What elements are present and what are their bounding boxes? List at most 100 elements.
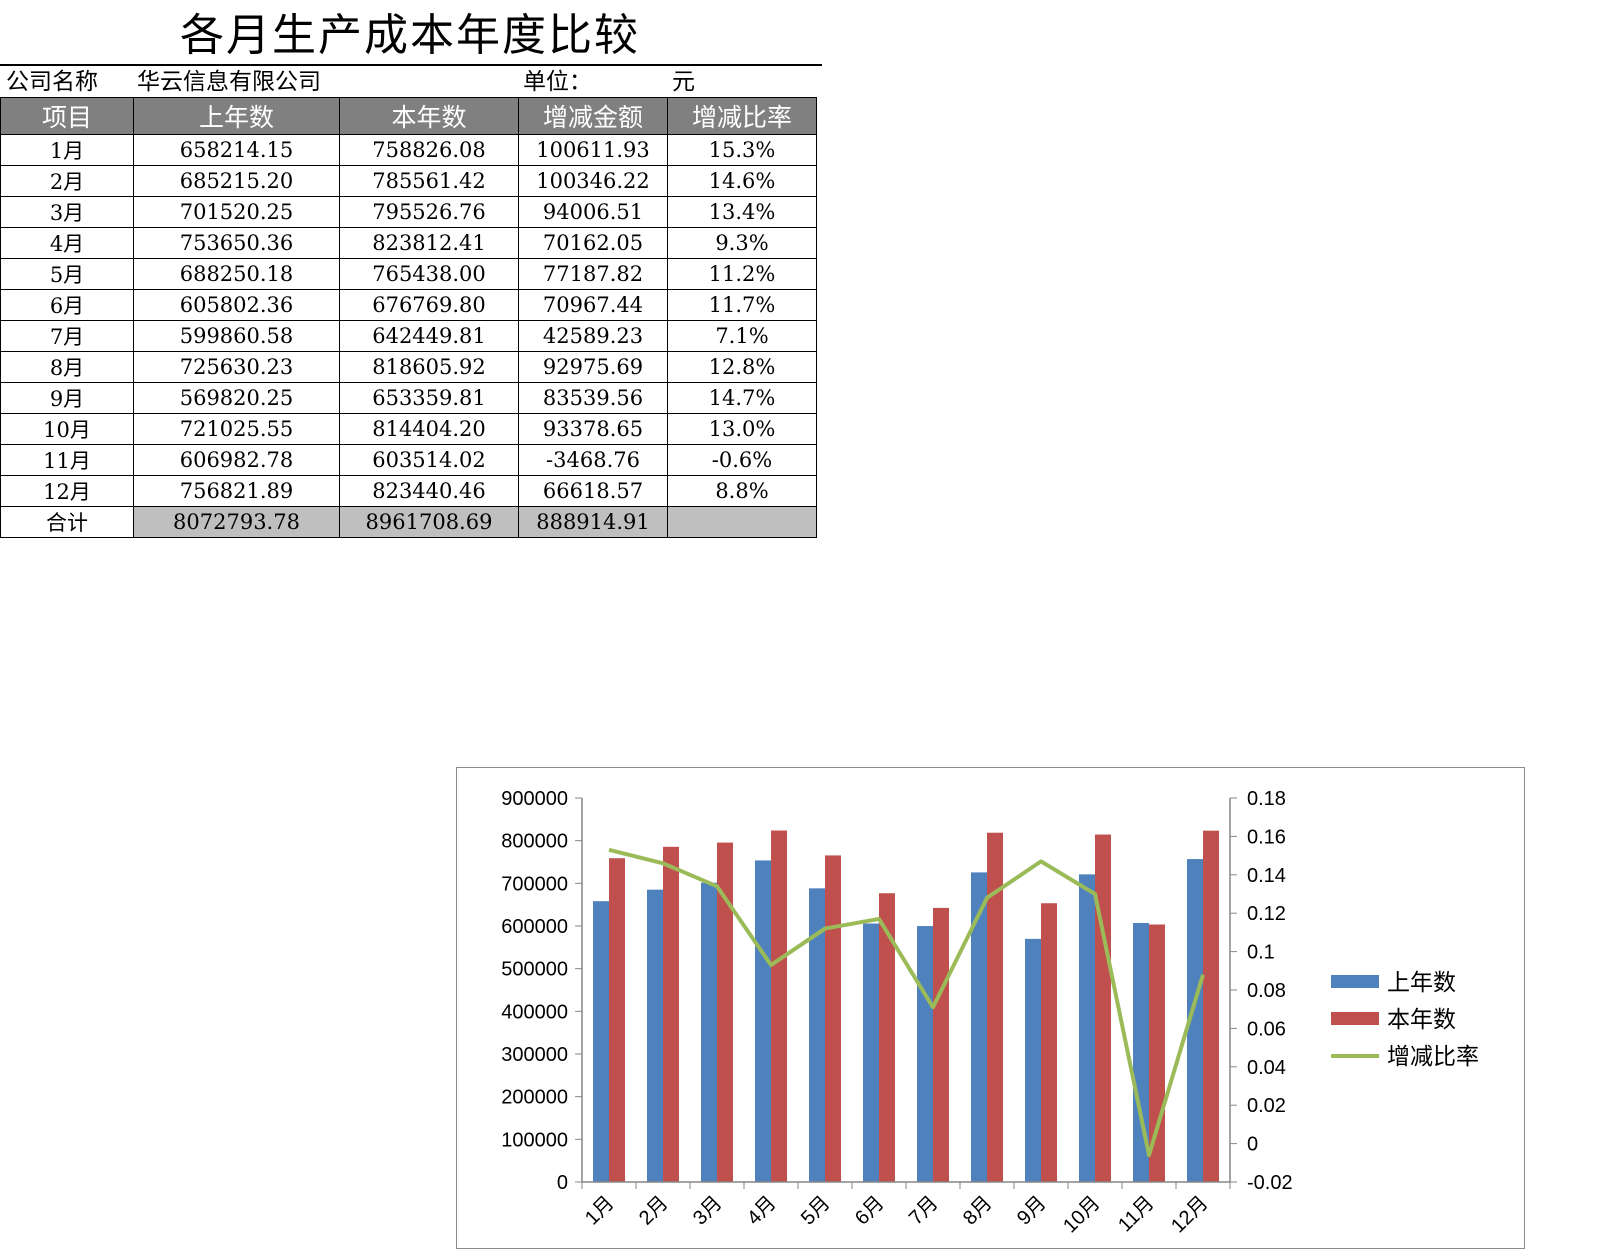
bar-this-year (609, 858, 625, 1182)
table-row: 8月 725630.23 818605.92 92975.69 12.8% (0, 351, 817, 383)
bar-last-year (755, 860, 771, 1182)
row-last-year-cell: 599860.58 (133, 320, 340, 352)
row-month-cell: 10月 (0, 413, 134, 445)
row-last-year-cell: 725630.23 (133, 351, 340, 383)
x-axis-label: 9月 (1013, 1192, 1051, 1230)
row-change-rate-cell: -0.6% (667, 444, 817, 476)
row-change-rate-cell: 11.2% (667, 258, 817, 290)
row-last-year-cell: 688250.18 (133, 258, 340, 290)
bar-last-year (809, 888, 825, 1182)
bar-last-year (917, 926, 933, 1182)
row-change-rate-cell: 7.1% (667, 320, 817, 352)
row-change-rate-cell: 12.8% (667, 351, 817, 383)
table-row: 4月 753650.36 823812.41 70162.05 9.3% (0, 227, 817, 259)
row-change-amount-cell: 42589.23 (518, 320, 668, 352)
row-last-year-cell: 753650.36 (133, 227, 340, 259)
chart-canvas: 0 100000 200000 300000 400000 500000 600000 700… (501, 788, 1479, 1237)
row-last-year-cell: 605802.36 (133, 289, 340, 321)
row-month-cell: 2月 (0, 165, 134, 197)
row-month-cell: 1月 (0, 134, 134, 166)
right-axis-label: 0.16 (1247, 826, 1286, 848)
left-axis-label: 900000 (501, 788, 568, 810)
row-this-year-cell: 795526.76 (339, 196, 519, 228)
right-axis-label: 0.04 (1247, 1057, 1286, 1079)
legend-label: 本年数 (1387, 1007, 1456, 1033)
row-change-rate-cell: 13.4% (667, 196, 817, 228)
table-row: 11月 606982.78 603514.02 -3468.76 -0.6% (0, 444, 817, 476)
x-axis-label: 10月 (1059, 1192, 1104, 1237)
table-row: 6月 605802.36 676769.80 70967.44 11.7% (0, 289, 817, 321)
row-month-cell: 8月 (0, 351, 134, 383)
row-this-year-cell: 676769.80 (339, 289, 519, 321)
row-last-year-cell: 721025.55 (133, 413, 340, 445)
row-month-cell: 4月 (0, 227, 134, 259)
header-this-year: 本年数 (339, 97, 519, 135)
company-name: 华云信息有限公司 (137, 69, 321, 95)
x-axis-label: 8月 (959, 1192, 997, 1230)
row-this-year-cell: 758826.08 (339, 134, 519, 166)
row-month-cell: 7月 (0, 320, 134, 352)
total-label: 合计 (0, 506, 134, 538)
combo-chart: 0 100000 200000 300000 400000 500000 600000 700… (456, 767, 1525, 1249)
row-month-cell: 11月 (0, 444, 134, 476)
total-last-year: 8072793.78 (133, 506, 340, 538)
right-axis-label: 0.1 (1247, 942, 1275, 964)
row-last-year-cell: 685215.20 (133, 165, 340, 197)
row-this-year-cell: 823440.46 (339, 475, 519, 507)
row-this-year-cell: 823812.41 (339, 227, 519, 259)
table-row: 10月 721025.55 814404.20 93378.65 13.0% (0, 413, 817, 445)
legend-swatch (1331, 1012, 1379, 1025)
bar-this-year (1041, 903, 1057, 1182)
rate-line (608, 847, 1205, 1158)
right-axis-label: -0.02 (1247, 1172, 1293, 1194)
cost-comparison-table: 项目 上年数 本年数 增减金额 增减比率 1月 658214.15 758826.0… (0, 97, 817, 538)
table-row: 1月 658214.15 758826.08 100611.93 15.3% (0, 134, 817, 166)
row-month-cell: 5月 (0, 258, 134, 290)
table-header-row: 项目 上年数 本年数 增减金额 增减比率 (0, 97, 817, 135)
header-change-amount: 增减金额 (518, 97, 668, 135)
left-axis-label: 200000 (501, 1087, 568, 1109)
row-month-cell: 6月 (0, 289, 134, 321)
left-axis-label: 300000 (501, 1044, 568, 1066)
bar-last-year (701, 882, 717, 1182)
bar-last-year (647, 889, 663, 1182)
bar-last-year (1187, 859, 1203, 1182)
legend-label: 上年数 (1387, 970, 1456, 996)
total-change-amount: 888914.91 (518, 506, 668, 538)
bar-this-year (663, 846, 679, 1182)
bar-this-year (987, 832, 1003, 1182)
row-month-cell: 9月 (0, 382, 134, 414)
right-axis-label: 0.18 (1247, 788, 1286, 810)
row-change-amount-cell: 83539.56 (518, 382, 668, 414)
row-this-year-cell: 785561.42 (339, 165, 519, 197)
bar-this-year (771, 830, 787, 1182)
table-row: 7月 599860.58 642449.81 42589.23 7.1% (0, 320, 817, 352)
company-label: 公司名称 (6, 69, 98, 95)
row-change-amount-cell: 77187.82 (518, 258, 668, 290)
total-change-rate (667, 506, 817, 538)
row-change-rate-cell: 9.3% (667, 227, 817, 259)
sheet-title: 各月生产成本年度比较 (180, 10, 640, 61)
bar-last-year (593, 901, 609, 1182)
row-change-rate-cell: 15.3% (667, 134, 817, 166)
x-axis-label: 2月 (635, 1192, 673, 1230)
total-row: 合计 8072793.78 8961708.69 888914.91 (0, 506, 817, 538)
row-change-amount-cell: 93378.65 (518, 413, 668, 445)
table-row: 3月 701520.25 795526.76 94006.51 13.4% (0, 196, 817, 228)
row-last-year-cell: 658214.15 (133, 134, 340, 166)
left-axis-label: 500000 (501, 959, 568, 981)
row-change-amount-cell: 100346.22 (518, 165, 668, 197)
legend-label: 增减比率 (1387, 1044, 1479, 1070)
row-change-rate-cell: 13.0% (667, 413, 817, 445)
right-axis-label: 0 (1247, 1134, 1258, 1156)
row-month-cell: 12月 (0, 475, 134, 507)
table-row: 2月 685215.20 785561.42 100346.22 14.6% (0, 165, 817, 197)
x-axis-label: 1月 (581, 1192, 619, 1230)
row-change-amount-cell: 94006.51 (518, 196, 668, 228)
row-change-rate-cell: 11.7% (667, 289, 817, 321)
right-axis-label: 0.14 (1247, 865, 1286, 887)
row-change-amount-cell: 100611.93 (518, 134, 668, 166)
right-axis-label: 0.12 (1247, 903, 1286, 925)
row-this-year-cell: 642449.81 (339, 320, 519, 352)
bar-this-year (1095, 834, 1111, 1182)
